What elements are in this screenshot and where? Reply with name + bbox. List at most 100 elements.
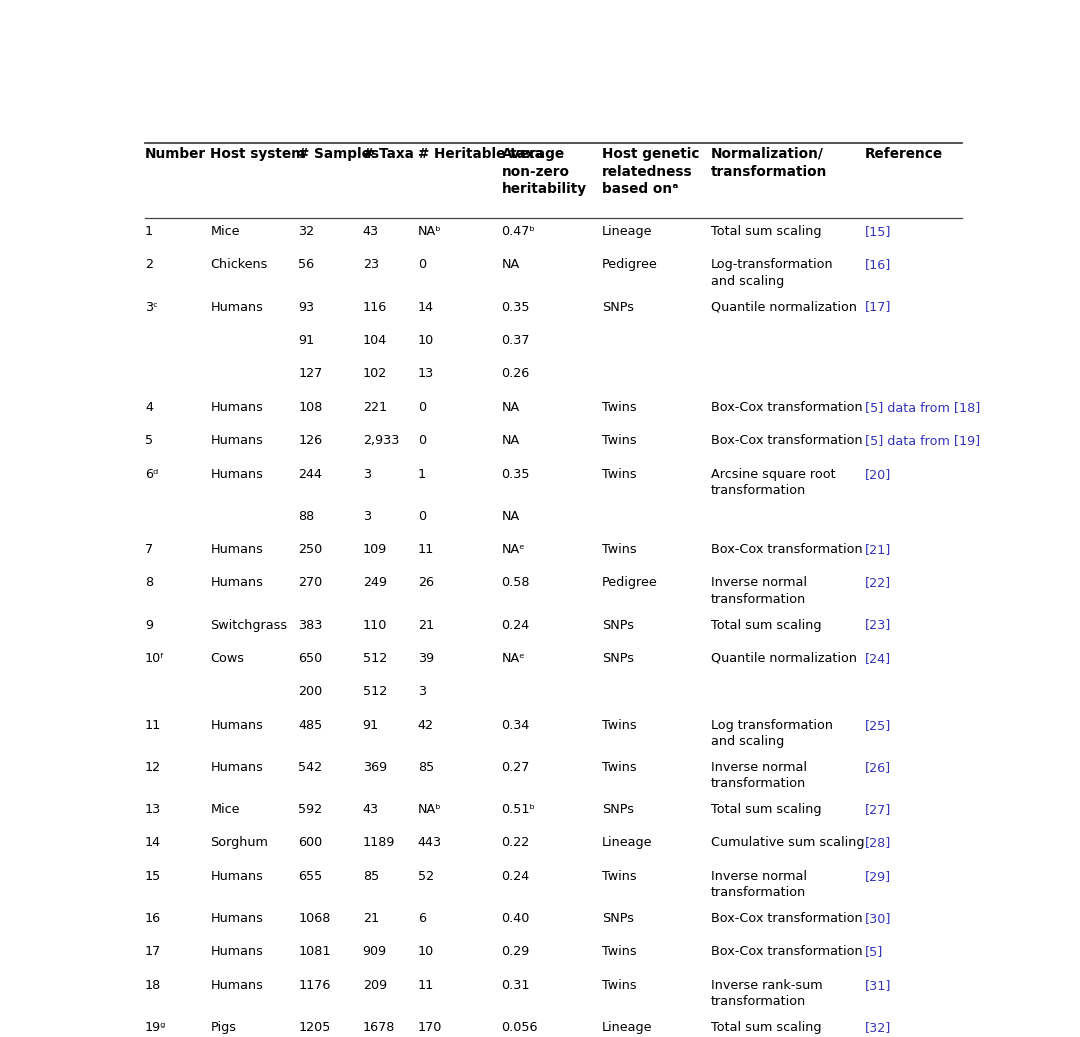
Text: 592: 592 bbox=[298, 803, 322, 816]
Text: 6ᵈ: 6ᵈ bbox=[145, 468, 159, 480]
Text: NA: NA bbox=[501, 258, 519, 272]
Text: 1189: 1189 bbox=[363, 836, 395, 849]
Text: 512: 512 bbox=[363, 652, 387, 665]
Text: Lineage: Lineage bbox=[602, 225, 652, 239]
Text: 0.35: 0.35 bbox=[501, 301, 530, 313]
Text: 10ᶠ: 10ᶠ bbox=[145, 652, 165, 665]
Text: 383: 383 bbox=[298, 618, 323, 632]
Text: 542: 542 bbox=[298, 761, 322, 774]
Text: 250: 250 bbox=[298, 543, 323, 556]
Text: Box-Cox transformation: Box-Cox transformation bbox=[711, 435, 863, 447]
Text: Humans: Humans bbox=[211, 719, 264, 732]
Text: Log transformation
and scaling: Log transformation and scaling bbox=[711, 719, 833, 749]
Text: NAᵉ: NAᵉ bbox=[501, 652, 525, 665]
Text: Box-Cox transformation: Box-Cox transformation bbox=[711, 543, 863, 556]
Text: 0.35: 0.35 bbox=[501, 468, 530, 480]
Text: Quantile normalization: Quantile normalization bbox=[711, 301, 856, 313]
Text: Humans: Humans bbox=[211, 870, 264, 882]
Text: 1: 1 bbox=[418, 468, 426, 480]
Text: Lineage: Lineage bbox=[602, 836, 652, 849]
Text: Box-Cox transformation: Box-Cox transformation bbox=[711, 400, 863, 414]
Text: [5] data from [19]: [5] data from [19] bbox=[865, 435, 980, 447]
Text: 0: 0 bbox=[418, 258, 426, 272]
Text: 6: 6 bbox=[418, 912, 426, 925]
Text: Host genetic
relatedness
based onᵃ: Host genetic relatedness based onᵃ bbox=[602, 147, 700, 196]
Text: NA: NA bbox=[501, 509, 519, 523]
Text: 600: 600 bbox=[298, 836, 323, 849]
Text: Twins: Twins bbox=[602, 543, 637, 556]
Text: 43: 43 bbox=[363, 225, 379, 239]
Text: [5] data from [18]: [5] data from [18] bbox=[865, 400, 981, 414]
Text: 0: 0 bbox=[418, 509, 426, 523]
Text: 0.056: 0.056 bbox=[501, 1020, 538, 1034]
Text: Humans: Humans bbox=[211, 543, 264, 556]
Text: Total sum scaling: Total sum scaling bbox=[711, 1020, 822, 1034]
Text: 655: 655 bbox=[298, 870, 323, 882]
Text: 18: 18 bbox=[145, 979, 161, 991]
Text: # Taxa: # Taxa bbox=[363, 147, 414, 161]
Text: 43: 43 bbox=[363, 803, 379, 816]
Text: 127: 127 bbox=[298, 367, 323, 381]
Text: 52: 52 bbox=[418, 870, 434, 882]
Text: 0.31: 0.31 bbox=[501, 979, 530, 991]
Text: 109: 109 bbox=[363, 543, 387, 556]
Text: 32: 32 bbox=[298, 225, 314, 239]
Text: 93: 93 bbox=[298, 301, 314, 313]
Text: Cows: Cows bbox=[211, 652, 244, 665]
Text: 19ᵍ: 19ᵍ bbox=[145, 1020, 166, 1034]
Text: 0: 0 bbox=[418, 400, 426, 414]
Text: 0: 0 bbox=[418, 435, 426, 447]
Text: Mice: Mice bbox=[211, 225, 240, 239]
Text: [16]: [16] bbox=[865, 258, 891, 272]
Text: [31]: [31] bbox=[865, 979, 891, 991]
Text: Switchgrass: Switchgrass bbox=[211, 618, 287, 632]
Text: 3: 3 bbox=[363, 509, 370, 523]
Text: 9: 9 bbox=[145, 618, 153, 632]
Text: 23: 23 bbox=[363, 258, 379, 272]
Text: [5]: [5] bbox=[865, 945, 883, 958]
Text: Twins: Twins bbox=[602, 719, 637, 732]
Text: 1205: 1205 bbox=[298, 1020, 330, 1034]
Text: Mice: Mice bbox=[211, 803, 240, 816]
Text: NAᵇ: NAᵇ bbox=[418, 225, 442, 239]
Text: Inverse rank-sum
transformation: Inverse rank-sum transformation bbox=[711, 979, 823, 1008]
Text: 249: 249 bbox=[363, 577, 387, 589]
Text: 1678: 1678 bbox=[363, 1020, 395, 1034]
Text: 0.24: 0.24 bbox=[501, 618, 530, 632]
Text: 104: 104 bbox=[363, 334, 387, 347]
Text: Inverse normal
transformation: Inverse normal transformation bbox=[711, 761, 807, 790]
Text: 3: 3 bbox=[418, 685, 426, 698]
Text: Log-transformation
and scaling: Log-transformation and scaling bbox=[711, 258, 834, 288]
Text: 16: 16 bbox=[145, 912, 161, 925]
Text: Pedigree: Pedigree bbox=[602, 577, 658, 589]
Text: Humans: Humans bbox=[211, 577, 264, 589]
Text: 13: 13 bbox=[145, 803, 161, 816]
Text: Inverse normal
transformation: Inverse normal transformation bbox=[711, 870, 807, 899]
Text: 11: 11 bbox=[418, 543, 434, 556]
Text: 0.40: 0.40 bbox=[501, 912, 530, 925]
Text: 11: 11 bbox=[418, 979, 434, 991]
Text: 11: 11 bbox=[145, 719, 161, 732]
Text: 1081: 1081 bbox=[298, 945, 330, 958]
Text: 14: 14 bbox=[145, 836, 161, 849]
Text: [32]: [32] bbox=[865, 1020, 891, 1034]
Text: Box-Cox transformation: Box-Cox transformation bbox=[711, 912, 863, 925]
Text: 17: 17 bbox=[145, 945, 161, 958]
Text: 0.34: 0.34 bbox=[501, 719, 530, 732]
Text: [25]: [25] bbox=[865, 719, 891, 732]
Text: 56: 56 bbox=[298, 258, 314, 272]
Text: Twins: Twins bbox=[602, 468, 637, 480]
Text: 209: 209 bbox=[363, 979, 387, 991]
Text: [17]: [17] bbox=[865, 301, 891, 313]
Text: 0.29: 0.29 bbox=[501, 945, 530, 958]
Text: 485: 485 bbox=[298, 719, 323, 732]
Text: 8: 8 bbox=[145, 577, 153, 589]
Text: Pigs: Pigs bbox=[211, 1020, 237, 1034]
Text: NA: NA bbox=[501, 400, 519, 414]
Text: NAᵉ: NAᵉ bbox=[501, 543, 525, 556]
Text: 14: 14 bbox=[418, 301, 434, 313]
Text: 10: 10 bbox=[418, 334, 434, 347]
Text: 3: 3 bbox=[363, 468, 370, 480]
Text: Twins: Twins bbox=[602, 945, 637, 958]
Text: [30]: [30] bbox=[865, 912, 891, 925]
